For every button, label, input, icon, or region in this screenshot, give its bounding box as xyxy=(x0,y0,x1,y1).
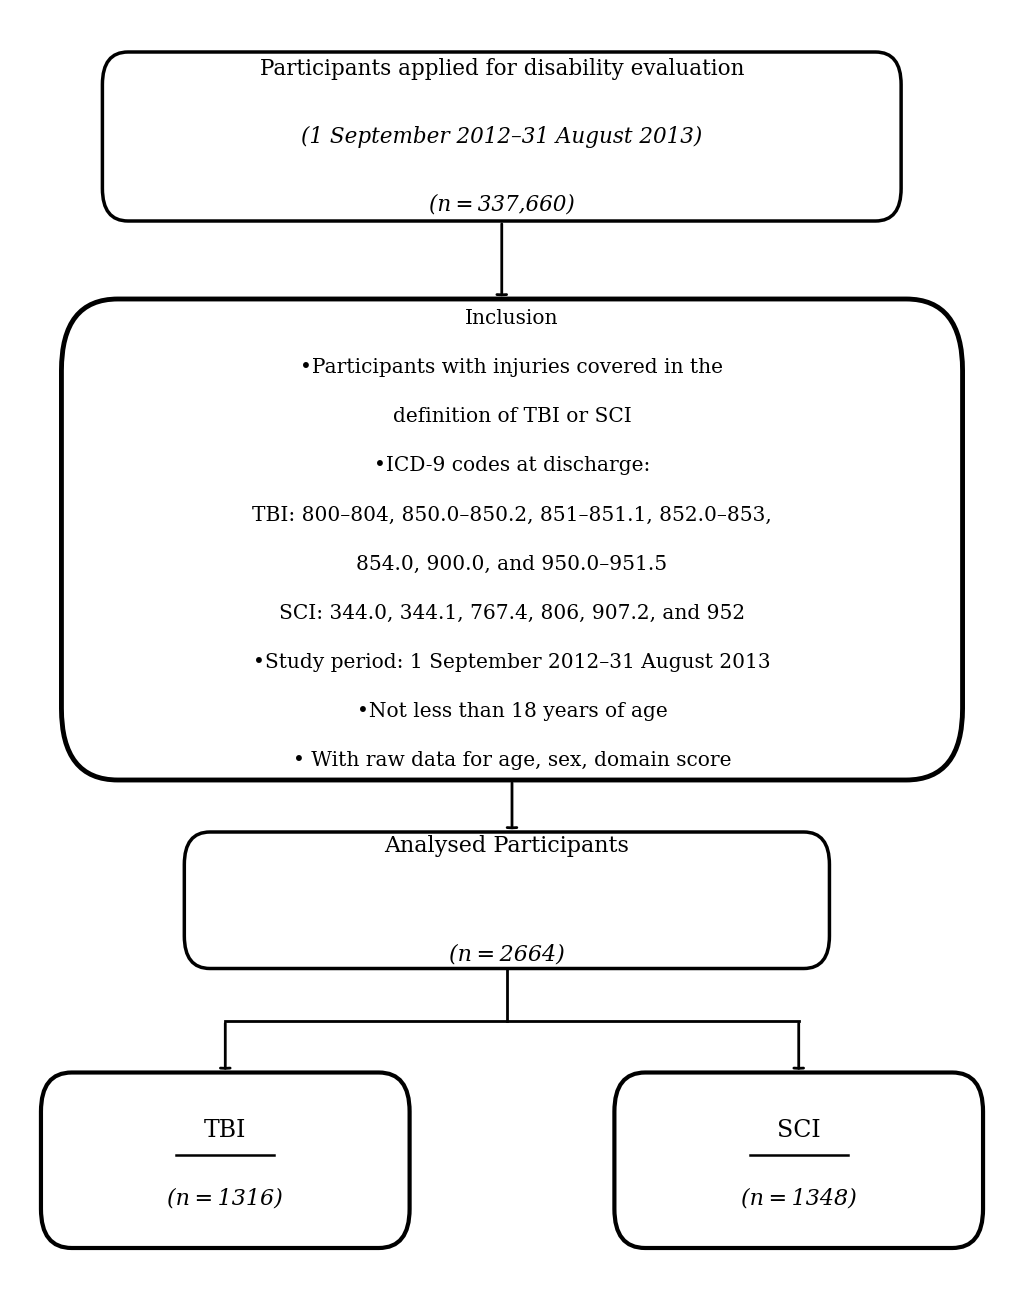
Text: Analysed Participants: Analysed Participants xyxy=(384,835,630,857)
FancyBboxPatch shape xyxy=(61,299,963,780)
Text: (n = 1348): (n = 1348) xyxy=(740,1188,857,1210)
Text: •Participants with injuries covered in the: •Participants with injuries covered in t… xyxy=(300,358,724,377)
Text: SCI: 344.0, 344.1, 767.4, 806, 907.2, and 952: SCI: 344.0, 344.1, 767.4, 806, 907.2, an… xyxy=(279,603,745,623)
Text: TBI: 800–804, 850.0–850.2, 851–851.1, 852.0–853,: TBI: 800–804, 850.0–850.2, 851–851.1, 85… xyxy=(252,506,772,524)
FancyBboxPatch shape xyxy=(102,52,901,221)
Text: Inclusion: Inclusion xyxy=(465,308,559,328)
Text: (n = 337,660): (n = 337,660) xyxy=(429,194,574,214)
Text: •Study period: 1 September 2012–31 August 2013: •Study period: 1 September 2012–31 Augus… xyxy=(253,653,771,672)
Text: 854.0, 900.0, and 950.0–951.5: 854.0, 900.0, and 950.0–951.5 xyxy=(356,555,668,573)
FancyBboxPatch shape xyxy=(184,832,829,968)
FancyBboxPatch shape xyxy=(614,1072,983,1248)
Text: SCI: SCI xyxy=(777,1119,820,1141)
Text: •Not less than 18 years of age: •Not less than 18 years of age xyxy=(356,702,668,722)
Text: TBI: TBI xyxy=(204,1119,247,1141)
Text: Participants applied for disability evaluation: Participants applied for disability eval… xyxy=(259,58,744,79)
Text: (n = 1316): (n = 1316) xyxy=(167,1188,284,1210)
Text: • With raw data for age, sex, domain score: • With raw data for age, sex, domain sco… xyxy=(293,751,731,771)
Text: definition of TBI or SCI: definition of TBI or SCI xyxy=(392,407,632,426)
Text: (n = 2664): (n = 2664) xyxy=(449,944,565,966)
Text: (1 September 2012–31 August 2013): (1 September 2012–31 August 2013) xyxy=(301,126,702,147)
FancyBboxPatch shape xyxy=(41,1072,410,1248)
Text: •ICD-9 codes at discharge:: •ICD-9 codes at discharge: xyxy=(374,456,650,476)
